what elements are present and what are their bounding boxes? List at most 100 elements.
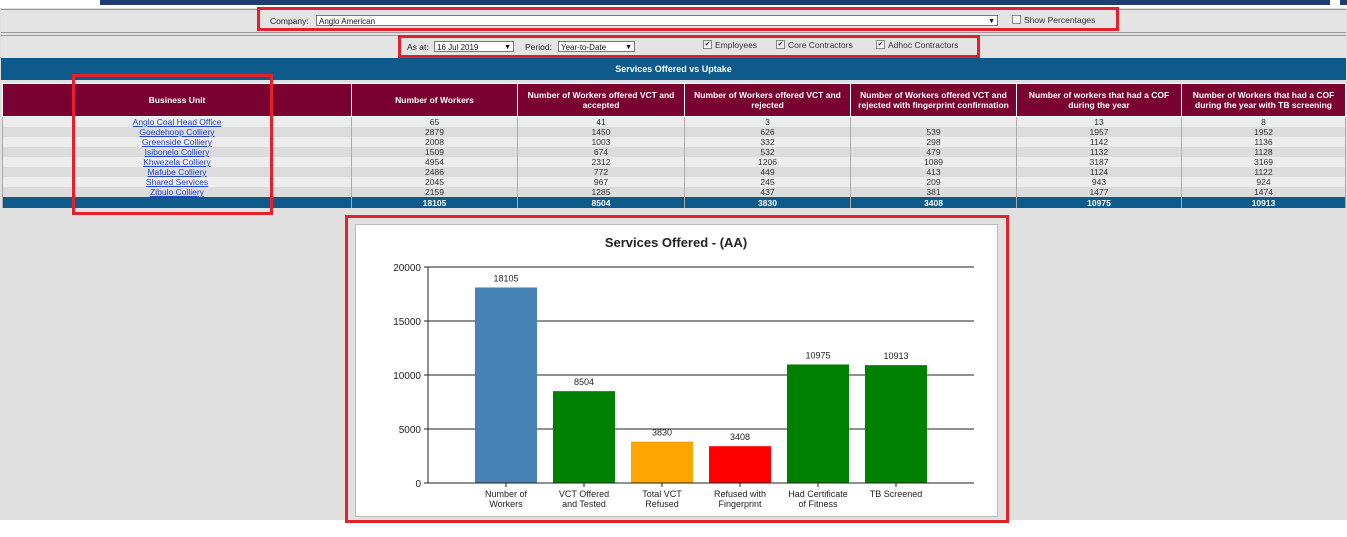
table-cell: 8 (1181, 116, 1346, 127)
table-cell: 943 (1016, 177, 1182, 187)
table-cell: 2045 (351, 177, 518, 187)
table-cell (850, 116, 1017, 127)
x-tick-label: TB Screened (870, 489, 923, 499)
table-cell: 4954 (351, 157, 518, 167)
table-row: Khwezela Colliery 4954 2312 1206 1089 31… (2, 157, 1346, 167)
column-header: Number of Workers offered VCT and accept… (517, 83, 685, 117)
as-at-select[interactable]: 16 Jul 2019 ▼ (434, 41, 514, 52)
table-cell: 626 (684, 127, 851, 137)
total-cell: 8504 (517, 197, 685, 208)
table-cell: 209 (850, 177, 1017, 187)
business-unit-link[interactable]: Greenside Colliery (142, 137, 212, 147)
column-header: Business Unit (2, 83, 352, 117)
chart-highlight (345, 215, 1009, 523)
bar-chart: Services Offered - (AA) 0 5000 10000 15000 2… (393, 235, 974, 509)
x-tick-label: Fingerprint (718, 499, 762, 509)
y-axis-ticks: 0 5000 10000 15000 20000 (393, 263, 428, 490)
y-tick-label: 5000 (399, 425, 422, 436)
table-cell: 772 (517, 167, 685, 177)
x-tick-label: Total VCT (642, 489, 682, 499)
services-offered-chart: Services Offered - (AA) 0 5000 10000 15000 2… (355, 224, 998, 517)
table-cell: 41 (517, 116, 685, 127)
table-cell: 1206 (684, 157, 851, 167)
table-cell: 539 (850, 127, 1017, 137)
table-cell: 1128 (1181, 147, 1346, 157)
adhoc-contractors-checkbox[interactable]: ✔ Adhoc Contractors (876, 40, 958, 50)
total-cell: 3830 (684, 197, 851, 208)
table-cell: 1132 (1016, 147, 1182, 157)
top-strip-bar (100, 0, 1330, 5)
check-icon: ✔ (703, 40, 712, 49)
business-unit-link[interactable]: Mafube Colliery (147, 167, 207, 177)
table-cell: 2008 (351, 137, 518, 147)
table-cell: 381 (850, 187, 1017, 197)
bar (475, 287, 537, 483)
x-tick-label: VCT Offered (559, 489, 609, 499)
table-row: Isibonelo Colliery 1509 674 532 479 1132… (2, 147, 1346, 157)
core-contractors-checkbox[interactable]: ✔ Core Contractors (776, 40, 853, 50)
business-unit-link[interactable]: Goedehoop Colliery (139, 127, 215, 137)
employees-checkbox[interactable]: ✔ Employees (703, 40, 757, 50)
table-cell: 13 (1016, 116, 1182, 127)
services-table: Business Unit Number of Workers Number o… (2, 83, 1346, 208)
top-strip-tick (1340, 0, 1347, 5)
table-cell: 3 (684, 116, 851, 127)
check-icon: ✔ (776, 40, 785, 49)
business-unit-link[interactable]: Khwezela Colliery (143, 157, 211, 167)
table-cell: 298 (850, 137, 1017, 147)
bar-value-label: 10913 (883, 351, 908, 361)
column-header: Number of Workers offered VCT and reject… (684, 83, 851, 117)
period-select[interactable]: Year-to-Date ▼ (558, 41, 635, 52)
table-cell: 2486 (351, 167, 518, 177)
business-unit-link[interactable]: Anglo Coal Head Office (132, 117, 222, 127)
chevron-down-icon: ▼ (988, 18, 995, 25)
total-cell: 3408 (850, 197, 1017, 208)
bar-value-label: 18105 (493, 273, 518, 283)
company-label: Company: (270, 16, 309, 26)
business-unit-link[interactable]: Shared Services (145, 177, 209, 187)
bar-value-label: 10975 (805, 350, 830, 360)
bar-value-label: 3830 (652, 428, 672, 438)
table-cell: 1142 (1016, 137, 1182, 147)
checkbox-icon (1012, 15, 1021, 24)
table-cell: 245 (684, 177, 851, 187)
period-value: Year-to-Date (561, 43, 607, 52)
table-cell: 1122 (1181, 167, 1346, 177)
table-cell: 479 (850, 147, 1017, 157)
adhoc-contractors-label: Adhoc Contractors (888, 40, 959, 50)
y-tick-label: 10000 (393, 371, 421, 382)
y-tick-label: 0 (415, 479, 421, 490)
check-icon: ✔ (876, 40, 885, 49)
x-tick-label: Refused with (714, 489, 766, 499)
table-cell: 1124 (1016, 167, 1182, 177)
show-percentages-checkbox[interactable]: Show Percentages (1012, 15, 1095, 25)
x-tick-label: of Fitness (798, 499, 838, 509)
column-header: Number of workers that had a COF during … (1016, 83, 1182, 117)
table-cell: 1509 (351, 147, 518, 157)
employees-label: Employees (715, 40, 758, 50)
table-row: Zibulo Colliery 2159 1285 437 381 1477 1… (2, 187, 1346, 197)
table-cell: 1952 (1181, 127, 1346, 137)
table-cell: 2159 (351, 187, 518, 197)
business-unit-link[interactable]: Zibulo Colliery (150, 187, 204, 197)
table-cell: 1003 (517, 137, 685, 147)
table-cell: 967 (517, 177, 685, 187)
table-cell: 924 (1181, 177, 1346, 187)
table-cell: 1136 (1181, 137, 1346, 147)
report-title: Services Offered vs Uptake (1, 58, 1346, 80)
table-row: Goedehoop Colliery 2879 1450 626 539 195… (2, 127, 1346, 137)
bar (553, 391, 615, 483)
bar-value-label: 3408 (730, 432, 750, 442)
table-cell: 1477 (1016, 187, 1182, 197)
table-row: Shared Services 2045 967 245 209 943 924 (2, 177, 1346, 187)
column-header: Number of Workers that had a COF during … (1181, 83, 1346, 117)
x-tick-label: Number of (485, 489, 528, 499)
table-header-row: Business Unit Number of Workers Number o… (2, 83, 1346, 117)
company-select[interactable]: Anglo American ▼ (316, 15, 998, 26)
business-unit-link[interactable]: Isibonelo Colliery (144, 147, 210, 157)
column-header: Number of Workers offered VCT and reject… (850, 83, 1017, 117)
chevron-down-icon: ▼ (625, 44, 632, 51)
table-cell: 2312 (517, 157, 685, 167)
company-filter-highlight (257, 7, 1119, 31)
